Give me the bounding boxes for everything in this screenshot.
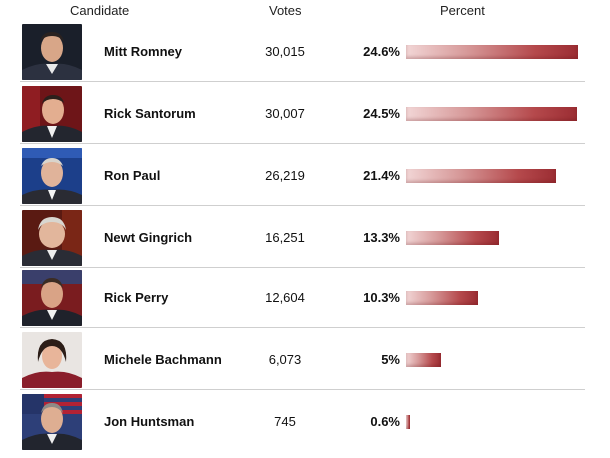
percent-bar (406, 45, 578, 59)
percent-bar-track (406, 415, 578, 429)
vote-count: 745 (274, 414, 296, 429)
candidate-row: Newt Gingrich 16,251 13.3% (20, 208, 585, 268)
row-divider (20, 143, 585, 144)
votes-column-header: Votes (269, 3, 302, 18)
vote-percent: 21.4% (363, 168, 400, 183)
percent-bar-track (406, 107, 578, 121)
vote-count: 26,219 (265, 168, 305, 183)
row-divider (20, 81, 585, 82)
vote-count: 30,015 (265, 44, 305, 59)
candidate-row: Rick Perry 12,604 10.3% (20, 268, 585, 328)
percent-column-header: Percent (440, 3, 485, 18)
candidate-name: Ron Paul (104, 168, 161, 183)
ron-paul-photo (22, 148, 82, 204)
candidate-name: Michele Bachmann (104, 352, 222, 367)
percent-bar (406, 415, 410, 429)
percent-bar-track (406, 231, 578, 245)
row-divider (20, 327, 585, 328)
vote-count: 30,007 (265, 106, 305, 121)
row-divider (20, 205, 585, 206)
percent-bar-track (406, 353, 578, 367)
percent-bar-track (406, 291, 578, 305)
candidate-name: Jon Huntsman (104, 414, 195, 429)
mitt-romney-photo (22, 24, 82, 80)
percent-bar-track (406, 45, 578, 59)
row-divider (20, 389, 585, 390)
percent-bar (406, 353, 441, 367)
vote-count: 16,251 (265, 230, 305, 245)
candidate-name: Rick Perry (104, 290, 169, 305)
row-divider (20, 267, 585, 268)
candidate-name: Newt Gingrich (104, 230, 193, 245)
jon-huntsman-photo (22, 394, 82, 450)
candidate-row: Michele Bachmann 6,073 5% (20, 330, 585, 390)
vote-percent: 13.3% (363, 230, 400, 245)
vote-percent: 0.6% (370, 414, 400, 429)
percent-bar (406, 107, 577, 121)
percent-bar-track (406, 169, 578, 183)
vote-count: 6,073 (268, 352, 302, 367)
candidate-row: Ron Paul 26,219 21.4% (20, 146, 585, 206)
candidate-name: Mitt Romney (104, 44, 182, 59)
candidate-row: Mitt Romney 30,015 24.6% (20, 22, 585, 82)
newt-gingrich-photo (22, 210, 82, 266)
vote-percent: 5% (381, 352, 400, 367)
candidate-row: Jon Huntsman 745 0.6% (20, 392, 585, 452)
table-header: Candidate Votes Percent (0, 3, 610, 21)
percent-bar (406, 291, 478, 305)
candidate-name: Rick Santorum (104, 106, 196, 121)
vote-percent: 10.3% (363, 290, 400, 305)
candidate-column-header: Candidate (70, 3, 130, 18)
percent-bar (406, 231, 499, 245)
percent-bar (406, 169, 556, 183)
vote-percent: 24.6% (363, 44, 400, 59)
michele-bachmann-photo (22, 332, 82, 388)
vote-percent: 24.5% (363, 106, 400, 121)
candidate-row: Rick Santorum 30,007 24.5% (20, 84, 585, 144)
rick-santorum-photo (22, 86, 82, 142)
rick-perry-photo (22, 270, 82, 326)
vote-count: 12,604 (265, 290, 305, 305)
